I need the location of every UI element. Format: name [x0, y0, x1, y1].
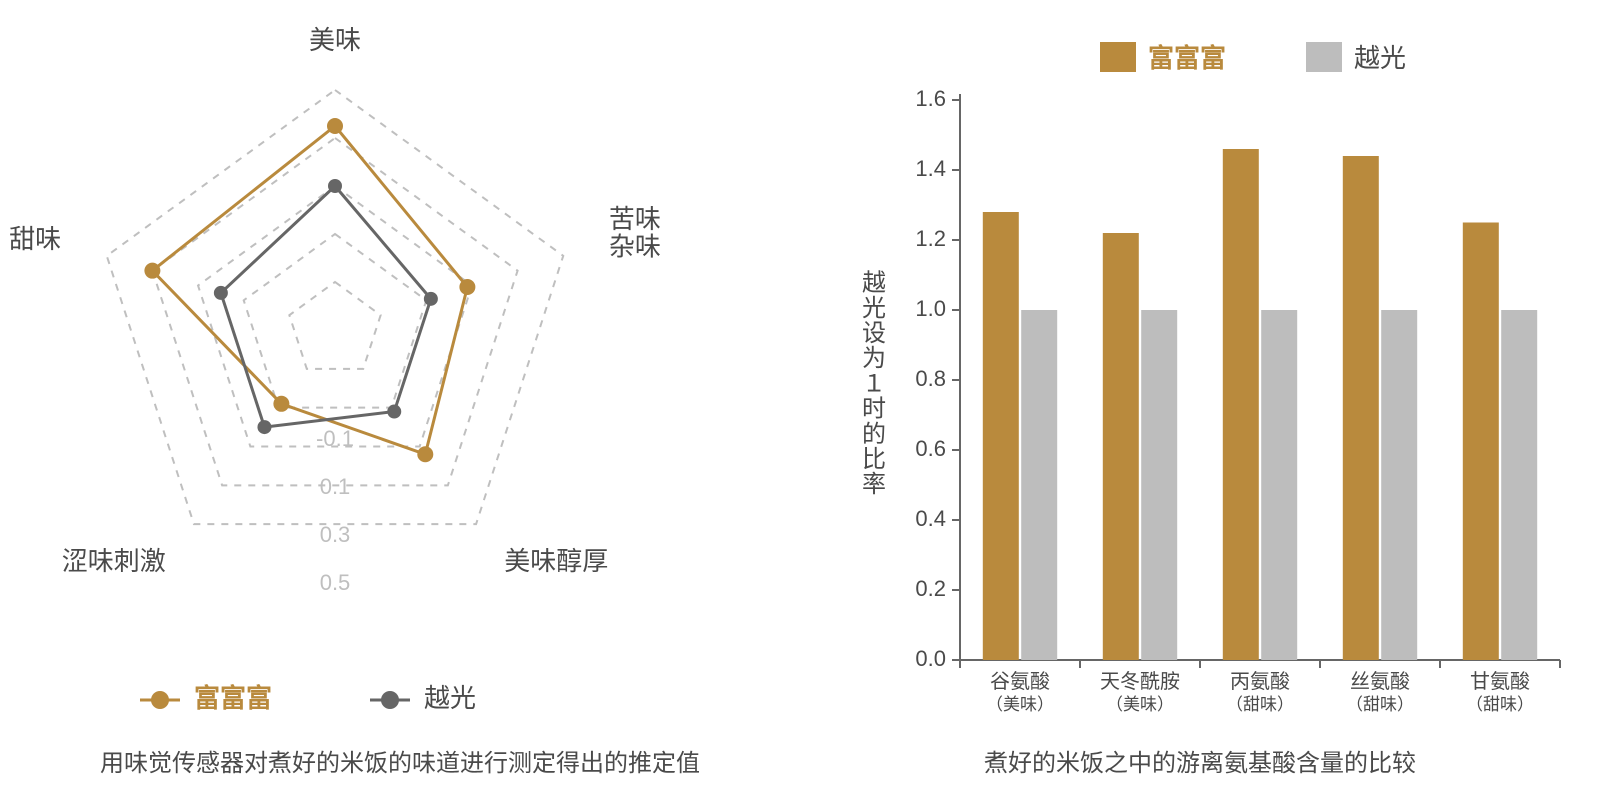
radar-legend-label: 越光 [424, 683, 476, 713]
bar-legend-label: 富富富 [1148, 43, 1226, 73]
radar-panel: 美味苦味杂味美味醇厚 涩味刺激 甜味 -0.1 0.1 0.3 0.5 富富富 越光 用味觉传感… [0, 0, 800, 800]
bar-rect [1381, 310, 1417, 660]
bar-rect [1103, 233, 1139, 660]
bar-rect [1501, 310, 1537, 660]
radar-series-marker [328, 179, 342, 193]
radar-axis-label: 苦味杂味 [609, 204, 661, 261]
radar-axis-label: 涩味刺激 [62, 546, 166, 576]
bar-rect [1463, 223, 1499, 661]
radar-legend-marker [381, 691, 399, 709]
radar-series-marker [144, 263, 160, 279]
bar-ytick-label: 1.4 [915, 156, 946, 181]
bar-ytick-label: 1.0 [915, 296, 946, 321]
bar-ytick-label: 0.4 [915, 506, 946, 531]
bar-category-sublabel: （甜味） [1466, 695, 1534, 714]
bar-chart: 富富富 越光 0.0 0.2 0.4 0.6 0.8 1.0 1.2 1.4 1.6 越光设为１时的比… [800, 0, 1600, 800]
radar-series-marker [273, 396, 289, 412]
bar-category-sublabel: （美味） [1106, 695, 1174, 714]
bar-rect [1343, 156, 1379, 660]
bar-rect [1223, 149, 1259, 660]
radar-ring-label: 0.3 [320, 522, 351, 547]
radar-axis-label: 甜味 [9, 224, 61, 254]
bar-category-label: 丙氨酸 [1230, 670, 1290, 693]
bar-rect [1021, 310, 1057, 660]
bar-ytick-label: 1.6 [915, 86, 946, 111]
radar-ring-label: -0.1 [316, 426, 354, 451]
radar-series-marker [417, 446, 433, 462]
radar-series-marker [214, 286, 228, 300]
bar-category-label: 甘氨酸 [1470, 670, 1530, 693]
bar-category-sublabel: （甜味） [1226, 695, 1294, 714]
bar-category-sublabel: （美味） [986, 695, 1054, 714]
radar-series-marker [387, 405, 401, 419]
radar-axis-label: 美味醇厚 [504, 546, 608, 576]
radar-series-marker [257, 420, 271, 434]
radar-legend-label: 富富富 [194, 683, 272, 713]
radar-series-marker [459, 279, 475, 295]
radar-ring-label: 0.5 [320, 570, 351, 595]
bar-category-label: 丝氨酸 [1350, 670, 1410, 693]
radar-series-marker [327, 118, 343, 134]
bar-legend-label: 越光 [1354, 43, 1406, 73]
bar-rect [1141, 310, 1177, 660]
bar-ytick-label: 0.8 [915, 366, 946, 391]
bar-category-label: 谷氨酸 [990, 670, 1050, 693]
bar-ytick-label: 0.0 [915, 646, 946, 671]
bar-legend-swatch [1306, 42, 1342, 72]
bar-ytick-label: 0.2 [915, 576, 946, 601]
bar-legend-swatch [1100, 42, 1136, 72]
bar-ytick-label: 1.2 [915, 226, 946, 251]
bar-caption: 煮好的米饭之中的游离氨基酸含量的比较 [800, 743, 1600, 778]
bar-panel: 富富富 越光 0.0 0.2 0.4 0.6 0.8 1.0 1.2 1.4 1.6 越光设为１时的比… [800, 0, 1600, 800]
radar-caption: 用味觉传感器对煮好的米饭的味道进行测定得出的推定值 [0, 743, 800, 778]
radar-grid-ring [107, 90, 564, 524]
bar-ylabel: 越光设为１时的比率 [862, 270, 886, 499]
bar-category-label: 天冬酰胺 [1100, 670, 1180, 693]
bar-rect [983, 212, 1019, 660]
radar-legend-marker [151, 691, 169, 709]
radar-ring-label: 0.1 [320, 474, 351, 499]
radar-axis-label: 美味 [309, 25, 361, 55]
bar-rect [1261, 310, 1297, 660]
bar-ytick-label: 0.6 [915, 436, 946, 461]
radar-series-line [221, 186, 431, 427]
radar-series-marker [424, 292, 438, 306]
bar-category-sublabel: （甜味） [1346, 695, 1414, 714]
radar-chart: 美味苦味杂味美味醇厚 涩味刺激 甜味 -0.1 0.1 0.3 0.5 富富富 越光 [0, 0, 800, 800]
radar-grid-ring [289, 282, 380, 369]
